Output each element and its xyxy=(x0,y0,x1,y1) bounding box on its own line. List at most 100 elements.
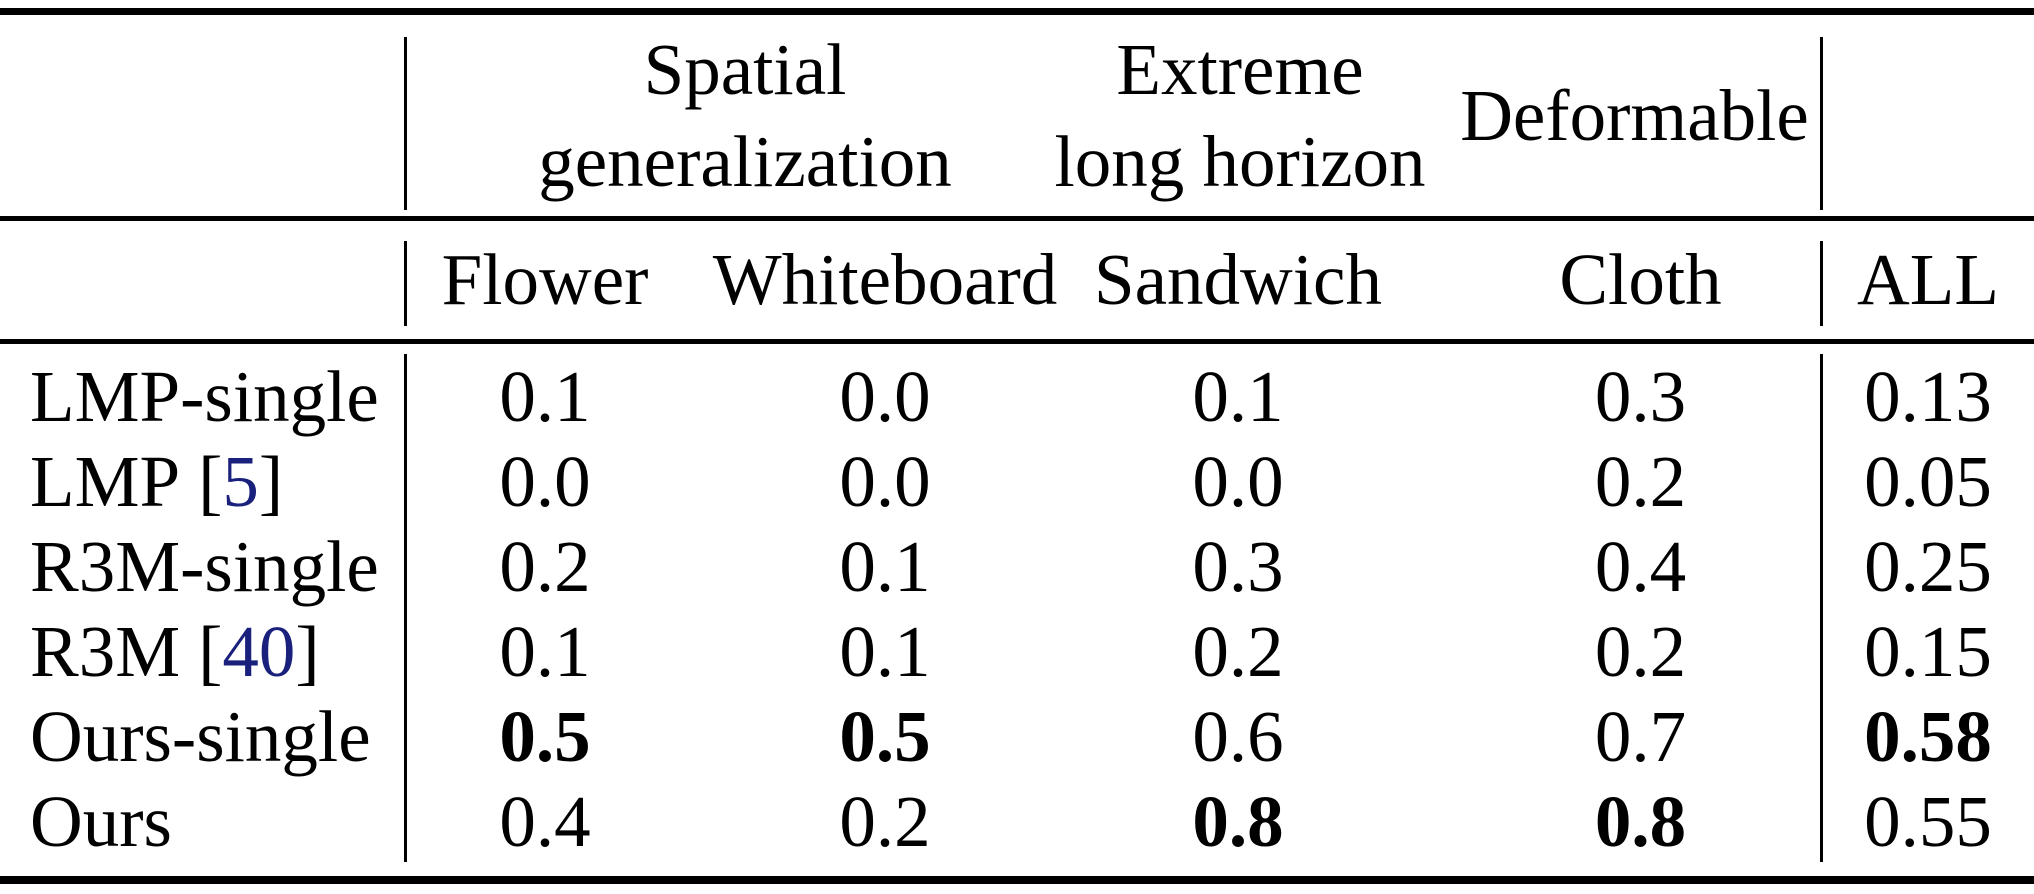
column-divider-right xyxy=(1820,37,1823,210)
cell-value: 0.4 xyxy=(1594,525,1687,607)
cell-value: 0.5 xyxy=(839,695,931,777)
column-header-whiteboard: Whiteboard xyxy=(712,239,1058,320)
mid-rule-upper xyxy=(0,216,2034,221)
cell-value: 0.1 xyxy=(839,610,931,692)
cell-flower: 0.5 xyxy=(405,694,685,779)
cell-value: 0.0 xyxy=(839,440,931,522)
cell-value: 0.8 xyxy=(1192,780,1284,862)
cell-cloth: 0.2 xyxy=(1415,609,1822,694)
cell-flower: 0.1 xyxy=(405,354,685,439)
table-row: Ours 0.4 0.2 0.8 0.8 0.55 xyxy=(0,779,2034,864)
cell-value: 0.2 xyxy=(1594,610,1687,692)
column-divider-left xyxy=(404,37,407,210)
cell-value: 0.1 xyxy=(499,610,591,692)
cell-value: 0.8 xyxy=(1594,780,1687,862)
cell-value: 0.15 xyxy=(1864,610,1992,692)
cell-cloth: 0.8 xyxy=(1415,779,1822,864)
cell-value: 0.0 xyxy=(499,440,591,522)
column-header-all: ALL xyxy=(1857,239,1999,320)
citation-bracket: ] xyxy=(258,440,284,522)
column-divider-left xyxy=(404,241,407,326)
cell-value: 0.13 xyxy=(1864,355,1992,437)
citation-bracket: [ xyxy=(198,440,223,522)
column-divider-left xyxy=(404,354,407,862)
cell-value: 0.55 xyxy=(1864,780,1992,862)
group-header-row: Spatial generalization Extreme long hori… xyxy=(0,15,2034,216)
group-header-empty-left xyxy=(0,15,405,216)
group-header-line: Extreme xyxy=(1116,28,1364,110)
cell-value: 0.4 xyxy=(499,780,591,862)
citation-link[interactable]: 40 xyxy=(222,610,296,692)
cell-value: 0.3 xyxy=(1594,355,1687,437)
cell-value: 0.05 xyxy=(1864,440,1992,522)
cell-value: 0.25 xyxy=(1864,525,1992,607)
group-header-line: Deformable xyxy=(1460,74,1809,156)
table-row: R3M-single 0.2 0.1 0.3 0.4 0.25 xyxy=(0,524,2034,609)
cell-value: 0.1 xyxy=(499,355,591,437)
column-header-cloth: Cloth xyxy=(1559,239,1722,320)
cell-whiteboard: 0.1 xyxy=(685,524,1085,609)
table-row: Ours-single 0.5 0.5 0.6 0.7 0.58 xyxy=(0,694,2034,779)
row-label: LMP [5] xyxy=(0,439,405,524)
method-name: LMP xyxy=(30,440,181,522)
method-name: Ours-single xyxy=(30,695,371,777)
cell-cloth: 0.3 xyxy=(1415,354,1822,439)
cell-all: 0.58 xyxy=(1822,694,2034,779)
cell-cloth: 0.7 xyxy=(1415,694,1822,779)
cell-all: 0.55 xyxy=(1822,779,2034,864)
cell-sandwich: 0.2 xyxy=(1085,609,1415,694)
cell-flower: 0.0 xyxy=(405,439,685,524)
method-name: R3M-single xyxy=(30,525,379,607)
citation: [40] xyxy=(198,610,320,694)
column-divider-right xyxy=(1820,241,1823,326)
cell-value: 0.2 xyxy=(499,525,591,607)
cell-sandwich: 0.0 xyxy=(1085,439,1415,524)
cell-flower: 0.1 xyxy=(405,609,685,694)
cell-sandwich: 0.8 xyxy=(1085,779,1415,864)
cell-sandwich: 0.6 xyxy=(1085,694,1415,779)
cell-value: 0.1 xyxy=(839,525,931,607)
cell-value: 0.0 xyxy=(839,355,931,437)
citation: [5] xyxy=(198,440,283,524)
cell-all: 0.25 xyxy=(1822,524,2034,609)
citation-bracket: ] xyxy=(295,610,320,692)
row-label: R3M-single xyxy=(0,524,405,609)
cell-value: 0.0 xyxy=(1192,440,1284,522)
cell-value: 0.5 xyxy=(499,695,591,777)
method-name: R3M xyxy=(30,610,181,692)
table-row: LMP-single 0.1 0.0 0.1 0.3 0.13 xyxy=(0,354,2034,439)
group-header-empty-right xyxy=(1822,15,2034,216)
cell-whiteboard: 0.5 xyxy=(685,694,1085,779)
cell-value: 0.2 xyxy=(1594,440,1687,522)
cell-flower: 0.2 xyxy=(405,524,685,609)
group-header-line: Spatial xyxy=(643,28,847,110)
cell-whiteboard: 0.0 xyxy=(685,439,1085,524)
group-header-spatial-generalization: Spatial generalization xyxy=(405,15,1085,216)
cell-value: 0.1 xyxy=(1192,355,1284,437)
row-label: R3M [40] xyxy=(0,609,405,694)
group-header-line: long horizon xyxy=(1054,120,1426,202)
method-name: Ours xyxy=(30,780,172,862)
citation-link[interactable]: 5 xyxy=(222,440,259,522)
method-name: LMP-single xyxy=(30,355,379,437)
cell-all: 0.15 xyxy=(1822,609,2034,694)
cell-value: 0.2 xyxy=(839,780,931,862)
top-rule xyxy=(0,8,2034,15)
table-row: R3M [40] 0.1 0.1 0.2 0.2 0.15 xyxy=(0,609,2034,694)
cell-whiteboard: 0.2 xyxy=(685,779,1085,864)
cell-whiteboard: 0.0 xyxy=(685,354,1085,439)
group-header-deformable: Deformable xyxy=(1415,15,1822,216)
cell-value: 0.3 xyxy=(1192,525,1284,607)
cell-all: 0.05 xyxy=(1822,439,2034,524)
group-header-line: generalization xyxy=(538,120,952,202)
row-label: LMP-single xyxy=(0,354,405,439)
cell-value: 0.6 xyxy=(1192,695,1284,777)
cell-value: 0.2 xyxy=(1192,610,1284,692)
column-divider-right xyxy=(1820,354,1823,862)
cell-all: 0.13 xyxy=(1822,354,2034,439)
table-body: LMP-single 0.1 0.0 0.1 0.3 0.13 LMP [5] … xyxy=(0,344,2034,876)
citation-bracket: [ xyxy=(198,610,223,692)
cell-sandwich: 0.3 xyxy=(1085,524,1415,609)
cell-sandwich: 0.1 xyxy=(1085,354,1415,439)
